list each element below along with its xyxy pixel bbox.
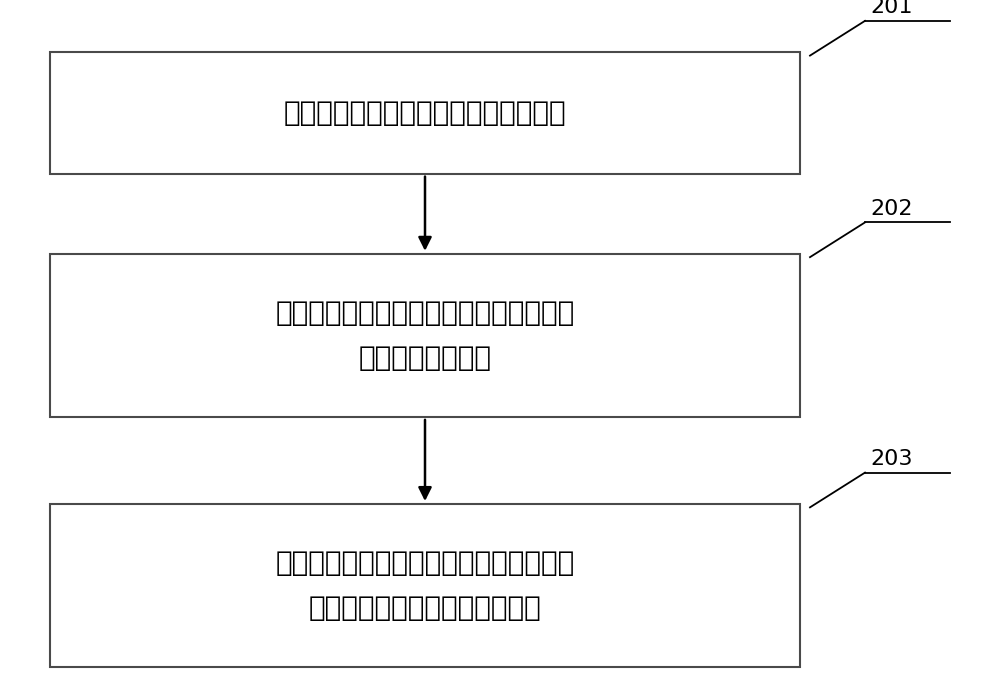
Text: 201: 201 <box>870 0 912 17</box>
Text: 根据该第三方系统的平台规格信息配置该: 根据该第三方系统的平台规格信息配置该 <box>275 549 575 577</box>
Text: 203: 203 <box>870 449 912 469</box>
Text: 解析该可视化配置信息，以得到第三方系: 解析该可视化配置信息，以得到第三方系 <box>275 299 575 327</box>
Bar <box>50 52 800 174</box>
Bar <box>50 254 800 417</box>
Text: 202: 202 <box>870 199 912 219</box>
Text: 第三方系统对应的系统对接实例: 第三方系统对应的系统对接实例 <box>309 594 541 622</box>
Bar <box>50 504 800 667</box>
Text: 统的平台规格信息: 统的平台规格信息 <box>358 344 492 372</box>
Text: 获取第三方系统对应的可视化配置信息: 获取第三方系统对应的可视化配置信息 <box>284 99 566 127</box>
